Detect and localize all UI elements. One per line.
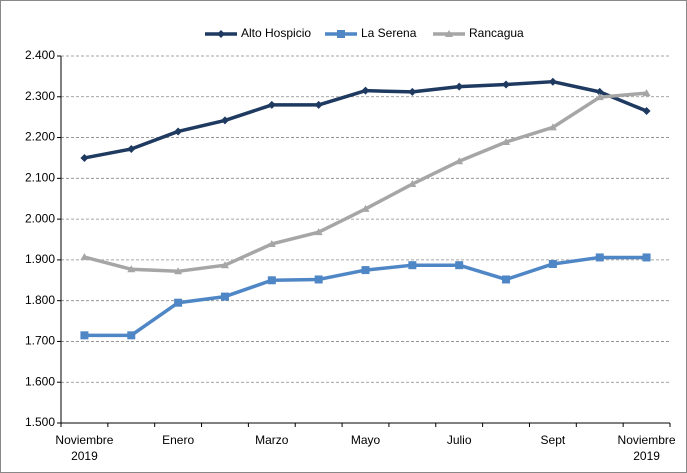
y-tick-label: 1.700 [25, 334, 55, 348]
marker [502, 138, 511, 146]
y-tick-label: 2.000 [25, 211, 55, 225]
marker [267, 100, 276, 109]
marker [127, 144, 136, 153]
y-tick-label: 1.800 [25, 293, 55, 307]
marker [217, 30, 225, 38]
y-tick-label: 2.200 [25, 130, 55, 144]
marker [267, 239, 276, 247]
marker [595, 87, 604, 96]
marker [314, 275, 323, 284]
marker [314, 228, 323, 236]
marker [127, 265, 136, 273]
marker [267, 276, 276, 285]
marker [548, 77, 557, 86]
marker [220, 261, 229, 269]
marker [408, 87, 417, 96]
y-tick-label: 2.400 [25, 48, 55, 62]
marker [455, 261, 464, 270]
marker [80, 253, 89, 261]
x-tick-label: Marzo [255, 433, 289, 447]
y-tick-label: 1.600 [25, 374, 55, 388]
marker [220, 292, 229, 301]
marker [174, 127, 183, 136]
y-tick-label: 1.500 [25, 415, 55, 429]
x-tick-label: Noviembre 2019 [618, 433, 676, 463]
marker [361, 266, 370, 275]
marker [174, 298, 183, 307]
legend-label: La Serena [361, 26, 417, 40]
marker [445, 30, 453, 37]
marker [502, 275, 511, 284]
marker [361, 204, 370, 212]
marker [455, 82, 464, 91]
marker [361, 86, 370, 95]
marker [174, 267, 183, 275]
x-tick-label: Enero [162, 433, 194, 447]
x-tick-label: Sept [541, 433, 566, 447]
marker [314, 100, 323, 109]
legend-label: Rancagua [469, 26, 524, 40]
marker [548, 259, 557, 268]
marker [455, 157, 464, 165]
marker [337, 30, 345, 38]
marker [408, 261, 417, 270]
x-tick-label: Mayo [351, 433, 381, 447]
marker [642, 89, 651, 97]
marker [548, 123, 557, 131]
y-tick-label: 1.900 [25, 252, 55, 266]
y-tick-label: 2.100 [25, 171, 55, 185]
marker [80, 331, 89, 340]
x-tick-label: Noviembre 2019 [55, 433, 113, 463]
marker [595, 253, 604, 262]
marker [642, 253, 651, 262]
marker [595, 93, 604, 101]
y-tick-label: 2.300 [25, 89, 55, 103]
marker [220, 116, 229, 125]
marker [642, 107, 651, 116]
x-tick-label: Julio [447, 433, 472, 447]
marker [408, 180, 417, 188]
marker [127, 331, 136, 340]
marker [80, 153, 89, 162]
legend-label: Alto Hospicio [241, 26, 311, 40]
marker [502, 80, 511, 89]
